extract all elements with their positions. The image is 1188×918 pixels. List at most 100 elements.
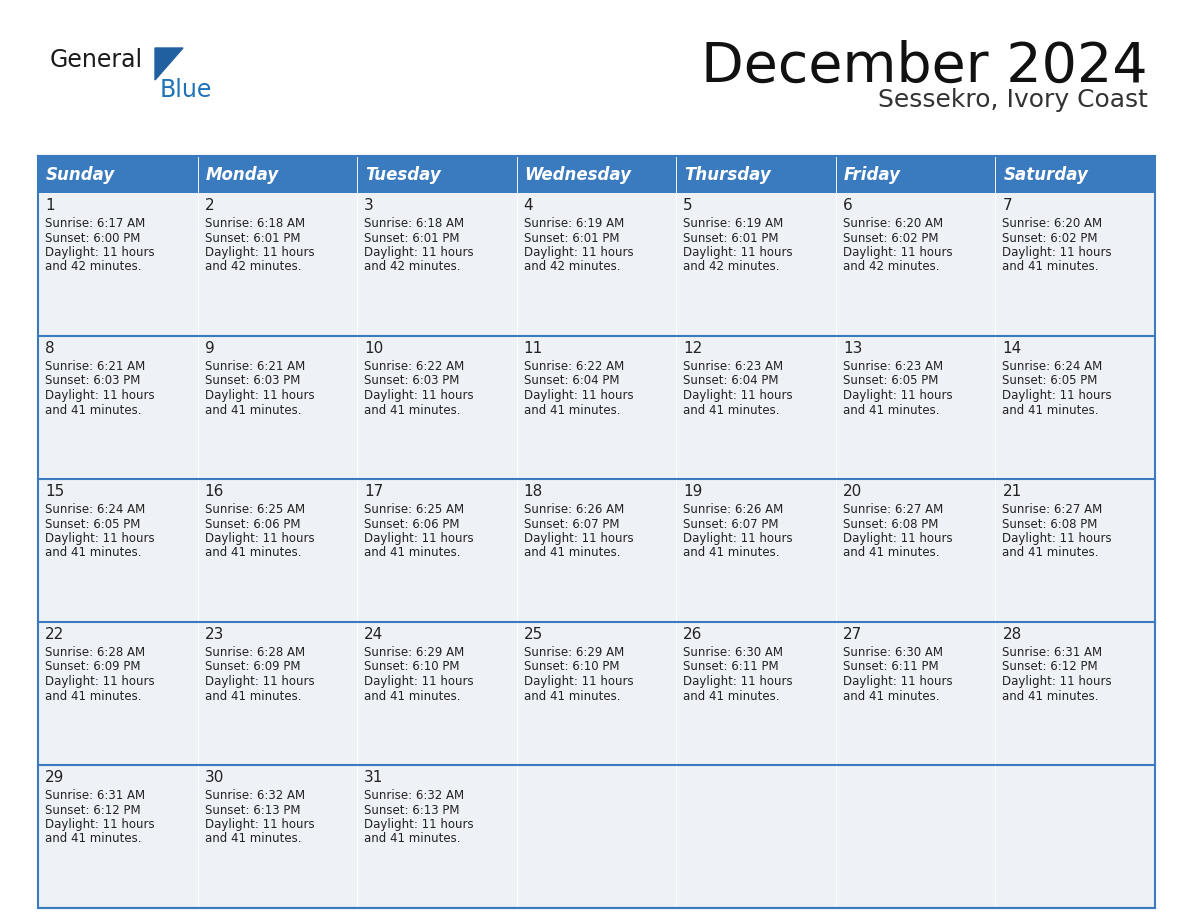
Text: 30: 30 xyxy=(204,770,225,785)
Text: 9: 9 xyxy=(204,341,214,356)
Text: and 41 minutes.: and 41 minutes. xyxy=(45,404,141,417)
Text: Daylight: 11 hours: Daylight: 11 hours xyxy=(1003,389,1112,402)
Text: 7: 7 xyxy=(1003,198,1012,213)
Text: 26: 26 xyxy=(683,627,702,642)
Text: 27: 27 xyxy=(842,627,862,642)
Text: Sunset: 6:09 PM: Sunset: 6:09 PM xyxy=(45,660,140,674)
Text: Sunrise: 6:18 AM: Sunrise: 6:18 AM xyxy=(365,217,465,230)
Text: Sunset: 6:09 PM: Sunset: 6:09 PM xyxy=(204,660,301,674)
Text: 31: 31 xyxy=(365,770,384,785)
Text: Sunset: 6:10 PM: Sunset: 6:10 PM xyxy=(524,660,619,674)
Text: Daylight: 11 hours: Daylight: 11 hours xyxy=(45,246,154,259)
Text: and 42 minutes.: and 42 minutes. xyxy=(204,261,301,274)
Bar xyxy=(836,479,996,622)
Text: and 42 minutes.: and 42 minutes. xyxy=(365,261,461,274)
Text: Sunrise: 6:19 AM: Sunrise: 6:19 AM xyxy=(683,217,784,230)
Text: Sunset: 6:13 PM: Sunset: 6:13 PM xyxy=(204,803,301,816)
Text: 11: 11 xyxy=(524,341,543,356)
Text: 25: 25 xyxy=(524,627,543,642)
Bar xyxy=(517,765,676,908)
Text: Daylight: 11 hours: Daylight: 11 hours xyxy=(524,675,633,688)
Bar xyxy=(197,479,358,622)
Text: Sunset: 6:01 PM: Sunset: 6:01 PM xyxy=(365,231,460,244)
Text: Sunset: 6:07 PM: Sunset: 6:07 PM xyxy=(524,518,619,531)
Text: Sunset: 6:07 PM: Sunset: 6:07 PM xyxy=(683,518,779,531)
Bar xyxy=(358,622,517,765)
Text: Sunrise: 6:30 AM: Sunrise: 6:30 AM xyxy=(683,646,783,659)
Text: Sunset: 6:02 PM: Sunset: 6:02 PM xyxy=(842,231,939,244)
Text: Sunset: 6:11 PM: Sunset: 6:11 PM xyxy=(842,660,939,674)
Text: Sunset: 6:11 PM: Sunset: 6:11 PM xyxy=(683,660,779,674)
Text: Daylight: 11 hours: Daylight: 11 hours xyxy=(842,246,953,259)
Text: Daylight: 11 hours: Daylight: 11 hours xyxy=(204,818,314,831)
Text: Sunrise: 6:20 AM: Sunrise: 6:20 AM xyxy=(1003,217,1102,230)
Text: and 41 minutes.: and 41 minutes. xyxy=(683,404,779,417)
Bar xyxy=(358,156,517,193)
Bar xyxy=(836,765,996,908)
Text: Daylight: 11 hours: Daylight: 11 hours xyxy=(524,532,633,545)
Text: 20: 20 xyxy=(842,484,862,499)
Text: and 41 minutes.: and 41 minutes. xyxy=(45,689,141,702)
Bar xyxy=(38,156,1155,908)
Text: Sunset: 6:03 PM: Sunset: 6:03 PM xyxy=(45,375,140,387)
Text: Sunrise: 6:21 AM: Sunrise: 6:21 AM xyxy=(204,360,305,373)
Text: and 41 minutes.: and 41 minutes. xyxy=(204,689,301,702)
Text: Saturday: Saturday xyxy=(1004,165,1088,184)
Text: Wednesday: Wednesday xyxy=(525,165,632,184)
Text: Sunrise: 6:27 AM: Sunrise: 6:27 AM xyxy=(842,503,943,516)
Text: and 41 minutes.: and 41 minutes. xyxy=(365,689,461,702)
Text: Sunset: 6:01 PM: Sunset: 6:01 PM xyxy=(524,231,619,244)
Text: Sunset: 6:01 PM: Sunset: 6:01 PM xyxy=(204,231,301,244)
Text: Daylight: 11 hours: Daylight: 11 hours xyxy=(1003,675,1112,688)
Bar xyxy=(836,193,996,336)
Bar xyxy=(197,622,358,765)
Bar xyxy=(996,193,1155,336)
Bar xyxy=(197,156,358,193)
Text: Sunrise: 6:26 AM: Sunrise: 6:26 AM xyxy=(524,503,624,516)
Text: 6: 6 xyxy=(842,198,853,213)
Text: Sunrise: 6:20 AM: Sunrise: 6:20 AM xyxy=(842,217,943,230)
Text: Sunrise: 6:19 AM: Sunrise: 6:19 AM xyxy=(524,217,624,230)
Text: Sunset: 6:05 PM: Sunset: 6:05 PM xyxy=(842,375,939,387)
Bar xyxy=(38,156,197,193)
Text: Sunrise: 6:22 AM: Sunrise: 6:22 AM xyxy=(524,360,624,373)
Text: 29: 29 xyxy=(45,770,64,785)
Bar xyxy=(996,622,1155,765)
Text: Daylight: 11 hours: Daylight: 11 hours xyxy=(365,818,474,831)
Bar xyxy=(517,622,676,765)
Text: Sunrise: 6:25 AM: Sunrise: 6:25 AM xyxy=(204,503,304,516)
Text: and 42 minutes.: and 42 minutes. xyxy=(683,261,779,274)
Text: 21: 21 xyxy=(1003,484,1022,499)
Bar xyxy=(676,336,836,479)
Bar xyxy=(38,479,197,622)
Text: Sunset: 6:08 PM: Sunset: 6:08 PM xyxy=(1003,518,1098,531)
Text: Sunset: 6:10 PM: Sunset: 6:10 PM xyxy=(365,660,460,674)
Text: Sessekro, Ivory Coast: Sessekro, Ivory Coast xyxy=(878,88,1148,112)
Text: 8: 8 xyxy=(45,341,55,356)
Text: Daylight: 11 hours: Daylight: 11 hours xyxy=(842,389,953,402)
Text: and 41 minutes.: and 41 minutes. xyxy=(204,546,301,559)
Text: and 41 minutes.: and 41 minutes. xyxy=(524,546,620,559)
Text: Sunset: 6:04 PM: Sunset: 6:04 PM xyxy=(524,375,619,387)
Bar xyxy=(38,622,197,765)
Text: and 41 minutes.: and 41 minutes. xyxy=(842,689,940,702)
Bar xyxy=(517,479,676,622)
Text: and 41 minutes.: and 41 minutes. xyxy=(204,833,301,845)
Text: and 41 minutes.: and 41 minutes. xyxy=(365,404,461,417)
Polygon shape xyxy=(154,48,183,80)
Text: 5: 5 xyxy=(683,198,693,213)
Bar xyxy=(996,765,1155,908)
Text: Blue: Blue xyxy=(160,78,213,102)
Text: and 41 minutes.: and 41 minutes. xyxy=(842,404,940,417)
Text: Sunrise: 6:28 AM: Sunrise: 6:28 AM xyxy=(45,646,145,659)
Text: 17: 17 xyxy=(365,484,384,499)
Text: Daylight: 11 hours: Daylight: 11 hours xyxy=(842,675,953,688)
Text: Daylight: 11 hours: Daylight: 11 hours xyxy=(204,532,314,545)
Text: and 41 minutes.: and 41 minutes. xyxy=(1003,689,1099,702)
Text: Sunset: 6:03 PM: Sunset: 6:03 PM xyxy=(365,375,460,387)
Text: and 41 minutes.: and 41 minutes. xyxy=(45,833,141,845)
Text: Sunrise: 6:18 AM: Sunrise: 6:18 AM xyxy=(204,217,304,230)
Text: Sunrise: 6:31 AM: Sunrise: 6:31 AM xyxy=(1003,646,1102,659)
Text: Sunday: Sunday xyxy=(46,165,115,184)
Text: 22: 22 xyxy=(45,627,64,642)
